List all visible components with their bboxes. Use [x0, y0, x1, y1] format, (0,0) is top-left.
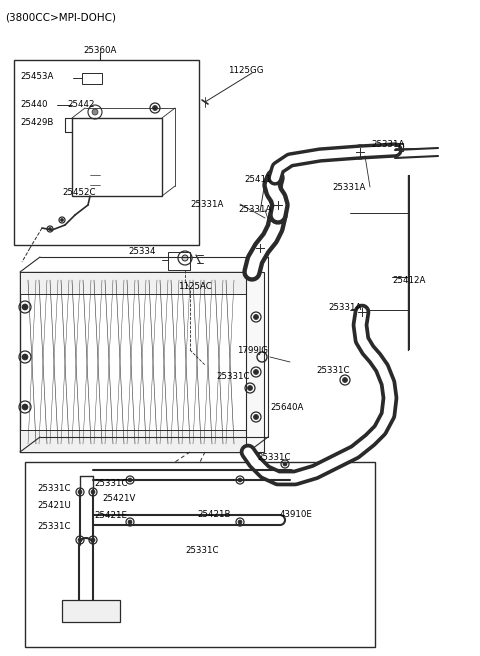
Bar	[25, 462, 375, 647]
Bar	[14, 60, 199, 245]
Circle shape	[60, 218, 63, 222]
Circle shape	[283, 462, 287, 466]
Text: 25331C: 25331C	[94, 479, 128, 488]
Bar	[20, 272, 248, 452]
Circle shape	[78, 490, 82, 494]
Text: 25421E: 25421E	[94, 511, 127, 520]
Circle shape	[182, 255, 188, 261]
Circle shape	[248, 386, 252, 390]
Text: 25411: 25411	[244, 175, 272, 184]
Circle shape	[22, 404, 28, 410]
Bar	[72, 118, 162, 196]
Text: 25421V: 25421V	[102, 494, 135, 503]
Text: 25331A: 25331A	[372, 140, 405, 149]
Text: 25331C: 25331C	[216, 372, 250, 381]
Text: 25331A: 25331A	[332, 183, 365, 192]
Circle shape	[253, 314, 259, 319]
Text: 25360A: 25360A	[84, 46, 117, 55]
Bar	[408, 175, 410, 350]
Circle shape	[92, 109, 98, 115]
Bar	[385, 143, 403, 151]
Circle shape	[78, 538, 82, 542]
Text: 25429B: 25429B	[20, 118, 53, 127]
Circle shape	[48, 228, 51, 230]
Text: 25331C: 25331C	[257, 453, 290, 462]
Circle shape	[253, 415, 259, 419]
Circle shape	[343, 377, 348, 382]
Text: 1125GG: 1125GG	[228, 66, 264, 75]
Bar	[20, 272, 248, 294]
Bar	[82, 73, 102, 84]
Circle shape	[22, 304, 28, 310]
Circle shape	[91, 490, 95, 494]
Text: 25334: 25334	[128, 247, 156, 256]
Text: 43910E: 43910E	[280, 510, 313, 519]
Text: 1799JG: 1799JG	[237, 346, 268, 355]
Text: (3800CC>MPI-DOHC): (3800CC>MPI-DOHC)	[5, 12, 116, 22]
Text: 25331C: 25331C	[37, 484, 71, 493]
Text: 25331A: 25331A	[238, 205, 271, 214]
Bar	[62, 600, 120, 622]
Text: 25442: 25442	[67, 100, 95, 109]
Circle shape	[128, 478, 132, 482]
Text: 1125AC: 1125AC	[178, 282, 212, 291]
Text: 25421U: 25421U	[37, 501, 71, 510]
Circle shape	[238, 478, 242, 482]
Text: 25331C: 25331C	[316, 366, 349, 375]
Text: 25331A: 25331A	[190, 200, 223, 209]
Circle shape	[128, 520, 132, 524]
Text: 25412A: 25412A	[392, 276, 425, 285]
Text: 25331C: 25331C	[185, 546, 218, 555]
Text: 25331A: 25331A	[328, 303, 361, 312]
Circle shape	[91, 538, 95, 542]
Circle shape	[238, 520, 242, 524]
Text: 25640A: 25640A	[270, 403, 303, 412]
Bar	[168, 252, 190, 270]
Circle shape	[153, 106, 157, 110]
Text: 25440: 25440	[20, 100, 48, 109]
Circle shape	[253, 369, 259, 375]
Text: 25452C: 25452C	[62, 188, 96, 197]
Text: 25421B: 25421B	[197, 510, 230, 519]
Bar	[20, 430, 248, 452]
Text: 25453A: 25453A	[20, 72, 53, 81]
Text: 25331C: 25331C	[37, 522, 71, 531]
Circle shape	[22, 354, 28, 360]
Bar	[246, 272, 264, 452]
